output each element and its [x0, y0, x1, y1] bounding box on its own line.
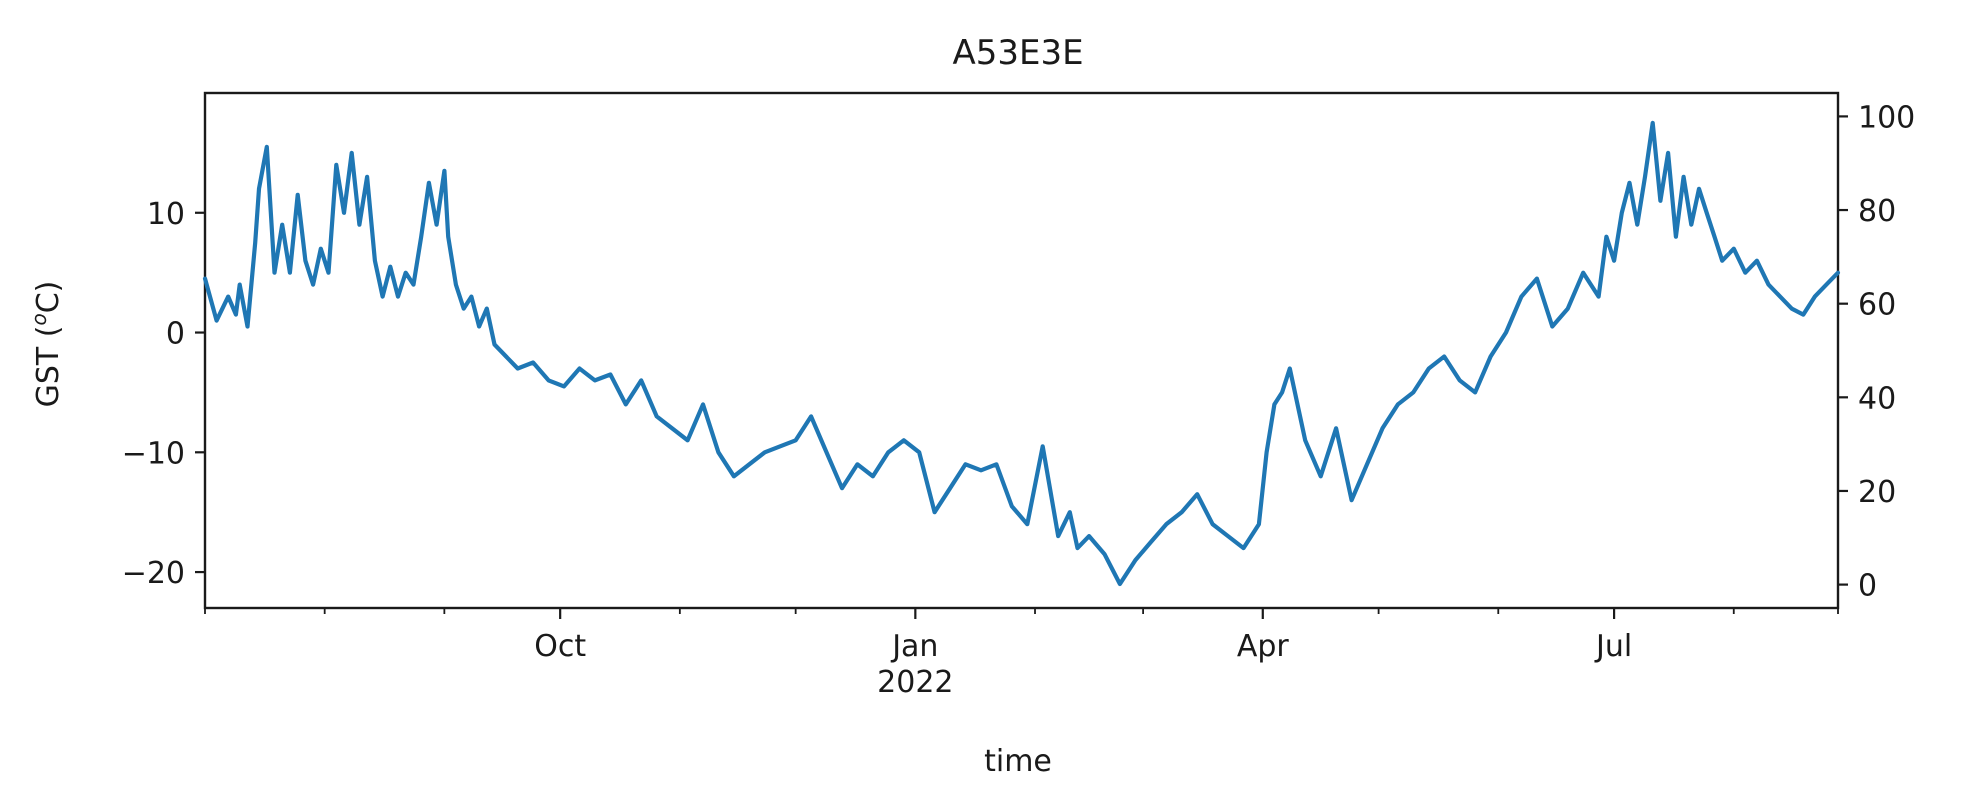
x-tick-label: Jan: [890, 629, 938, 664]
left-y-tick-label: −10: [122, 436, 185, 471]
x-tick-label: Oct: [534, 629, 586, 664]
left-y-tick-label: 0: [166, 317, 185, 352]
series-layer: [202, 120, 1841, 587]
series-line-0: [202, 120, 1841, 587]
x-tick-label: Apr: [1237, 629, 1290, 664]
left-y-axis: 10 0 −10 −20: [122, 197, 205, 591]
x-tick-year-label: 2022: [877, 665, 953, 700]
left-y-tick-label: −20: [122, 556, 185, 591]
y-axis-label: GST (oC): [27, 281, 66, 408]
x-tick-label: Jul: [1594, 629, 1632, 664]
y-axis-label-prefix: GST (: [31, 326, 66, 408]
plot-frame: [203, 91, 1840, 610]
y-axis-label-superscript: o: [27, 313, 51, 325]
axes-box: [203, 91, 1840, 610]
right-y-tick-label: 40: [1858, 381, 1896, 416]
right-y-tick-label: 100: [1858, 100, 1915, 135]
right-y-tick-label: 80: [1858, 194, 1896, 229]
x-axis-label: time: [984, 744, 1052, 779]
right-y-tick-label: 60: [1858, 288, 1896, 323]
left-y-tick-label: 10: [147, 197, 185, 232]
right-y-tick-label: 0: [1858, 569, 1877, 604]
right-y-axis: 100 80 60 40 20 0: [1838, 100, 1915, 604]
chart-title: A53E3E: [952, 33, 1083, 73]
right-y-tick-label: 20: [1858, 475, 1896, 510]
y-axis-label-suffix: C): [31, 281, 66, 314]
